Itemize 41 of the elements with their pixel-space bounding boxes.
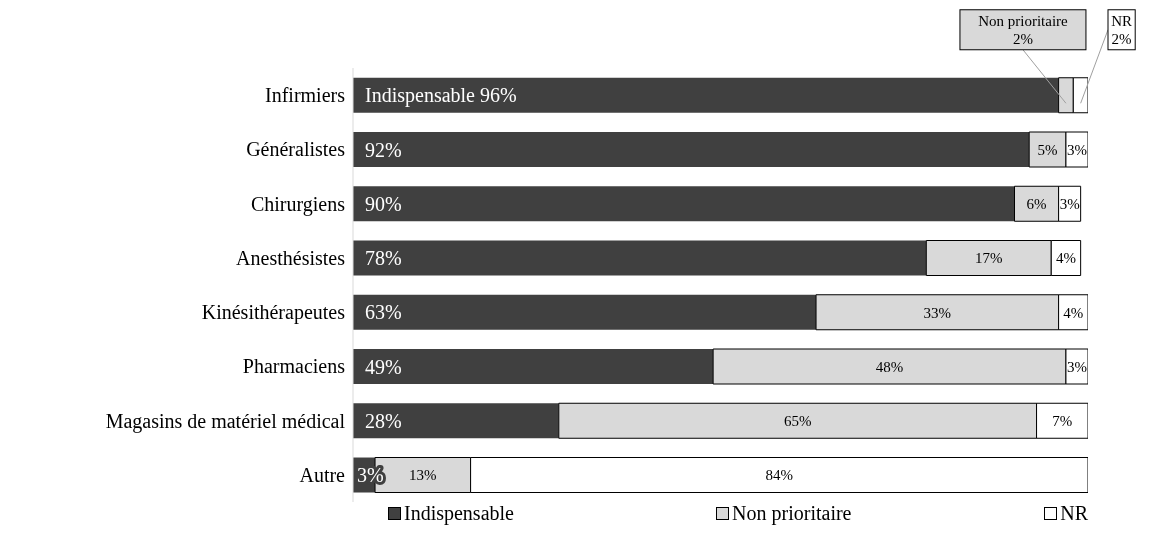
y-tick-label: Généralistes [246,138,346,161]
legend-label: Non prioritaire [732,502,852,525]
data-label: Indispensable 96% [365,84,517,108]
data-label: 3% [1066,358,1087,375]
data-label: 90% [365,192,402,215]
data-label: 13% [409,467,437,484]
data-label: 7% [1052,413,1073,430]
legend-label: Indispensable [403,502,514,525]
bar [353,77,1059,113]
bar [353,240,927,276]
bar [353,294,817,330]
y-tick-label: Anesthésistes [236,246,346,269]
data-label: 4% [1055,250,1076,267]
bar [353,186,1015,222]
legend-label: NR [1060,502,1088,525]
data-label: 5% [1037,141,1058,158]
bar [353,349,714,385]
data-label: 84% [765,467,794,484]
data-label: Non prioritaire 2% [978,12,1069,47]
y-tick-label: Pharmaciens [242,355,346,378]
data-label: 65% [783,413,812,430]
data-label: 17% [975,250,1003,267]
y-tick-label: Autre [299,463,346,486]
data-label: 48% [875,358,904,375]
data-label: 6% [1026,196,1047,213]
y-tick-label: Chirurgiens [250,192,346,216]
data-label: 92% [365,138,402,161]
bar [353,132,1030,168]
data-label: 33% [923,304,952,321]
data-label: 4% [1063,304,1084,321]
data-label: 78% [365,247,402,270]
data-label: NR 2% [1111,12,1133,47]
y-tick-label: Kinésithérapeutes [201,301,346,325]
data-label: 28% [365,409,402,432]
y-tick-label: Infirmiers [265,84,346,107]
data-label: 49% [365,355,402,378]
data-label: 63% [365,301,402,324]
bar [353,403,559,439]
y-tick-label: Magasins de matériel médical [105,409,346,433]
data-label: 3% [1059,196,1080,213]
data-label: 3% [1066,141,1087,158]
